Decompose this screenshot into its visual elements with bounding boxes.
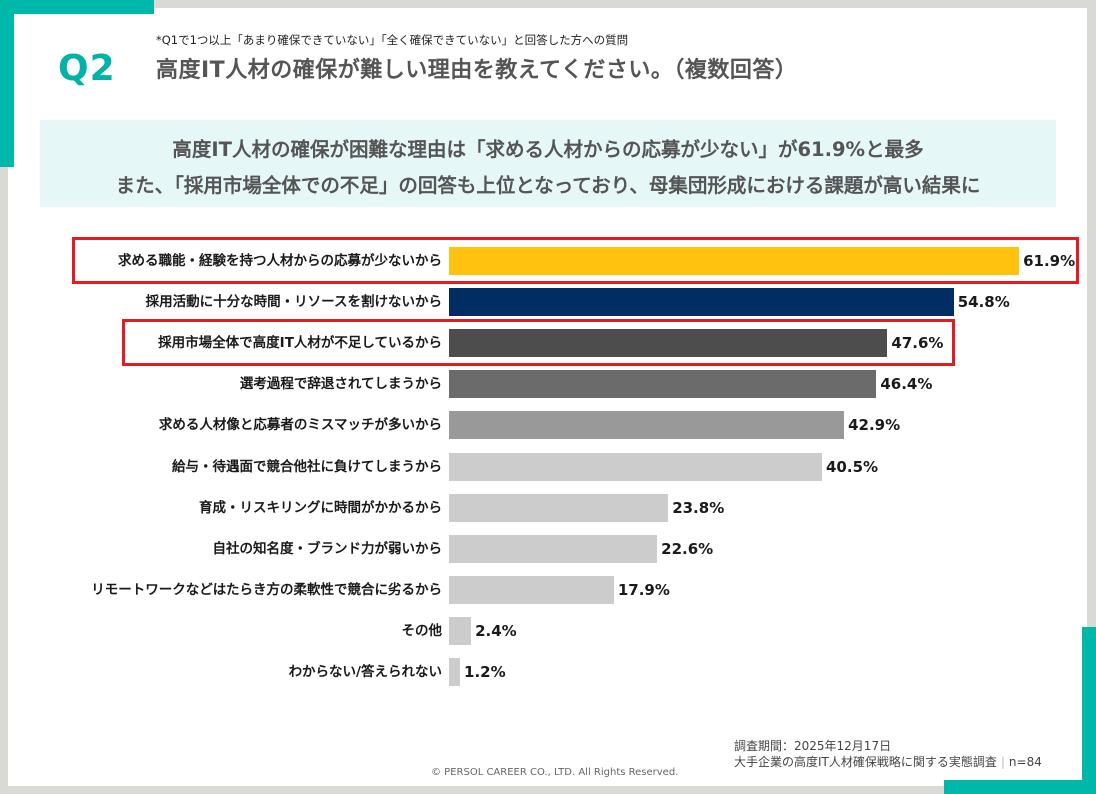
question-note: *Q1で1つ以上「あまり確保できていない」「全く確保できていない」と回答した方へ… [156, 33, 629, 47]
summary-line-1: 高度IT人材の確保が困難な理由は「求める人材からの応募が少ない」が61.9%と最… [172, 138, 924, 161]
bar [449, 616, 472, 645]
value-label: 61.9% [1023, 252, 1076, 270]
value-label: 22.6% [661, 539, 714, 558]
value-label: 42.9% [848, 416, 901, 435]
copyright: © PERSOL CAREER CO., LTD. All Rights Res… [431, 767, 679, 778]
value-label: 17.9% [617, 580, 670, 599]
bar [449, 493, 669, 522]
bar [449, 411, 845, 440]
survey-period: 調査期間：2025年12月17日 [734, 739, 892, 753]
summary-line-2: また、「採用市場全体での不足」の回答も上位となっており、母集団形成における課題が… [115, 174, 981, 197]
category-label: その他 [401, 622, 443, 639]
accent-corner-bottom-right [944, 780, 1096, 794]
survey-name: 大手企業の高度IT人材確保戦略に関する実態調査 [734, 755, 997, 769]
value-label: 54.8% [957, 293, 1010, 312]
summary-box: 高度IT人材の確保が困難な理由は「求める人材からの応募が少ない」が61.9%と最… [40, 120, 1056, 207]
question-number: Q2 [58, 48, 116, 89]
question-title: 高度IT人材の確保が難しい理由を教えてください。（複数回答） [156, 58, 798, 83]
highlight-box [72, 237, 1079, 284]
bar [449, 370, 877, 399]
value-label: 46.4% [880, 375, 933, 394]
bar [449, 658, 461, 686]
bar [449, 452, 822, 481]
category-label: 採用市場全体で高度IT人材が不足しているから [158, 335, 442, 352]
category-label: 求める人材像と応募者のミスマッチが多いから [158, 417, 442, 434]
category-label: わからない/答えられない [288, 664, 442, 680]
value-label: 23.8% [672, 498, 725, 517]
category-label: 選考過程で辞退されてしまうから [239, 376, 442, 393]
bar [449, 247, 1020, 275]
sample-size: n=84 [1008, 755, 1042, 769]
survey-info: 調査期間：2025年12月17日 大手企業の高度IT人材確保戦略に関する実態調査… [734, 738, 1042, 770]
category-label: 自社の知名度・ブランド力が弱いから [212, 540, 443, 557]
separator: | [1000, 755, 1005, 769]
category-label: 求める職能・経験を持つ人材からの応募が少ないから [118, 253, 442, 269]
bar [449, 534, 658, 563]
bar [449, 288, 954, 317]
category-label: 育成・リスキリングに時間がかかるから [199, 499, 442, 516]
accent-corner-bottom-right-vertical [1082, 627, 1096, 794]
bar [449, 329, 888, 358]
value-label: 40.5% [826, 457, 879, 476]
category-label: 給与・待遇面で競合他社に負けてしまうから [172, 458, 442, 475]
value-label: 2.4% [475, 621, 517, 640]
highlight-box [122, 319, 955, 367]
value-label: 1.2% [464, 663, 506, 681]
bar [449, 575, 614, 604]
accent-corner-top-left [0, 0, 154, 14]
category-label: リモートワークなどはたらき方の柔軟性で競合に劣るから [91, 581, 442, 598]
accent-corner-top-left-vertical [0, 0, 14, 167]
value-label: 47.6% [891, 334, 944, 353]
category-label: 採用活動に十分な時間・リソースを割けないから [145, 294, 442, 311]
